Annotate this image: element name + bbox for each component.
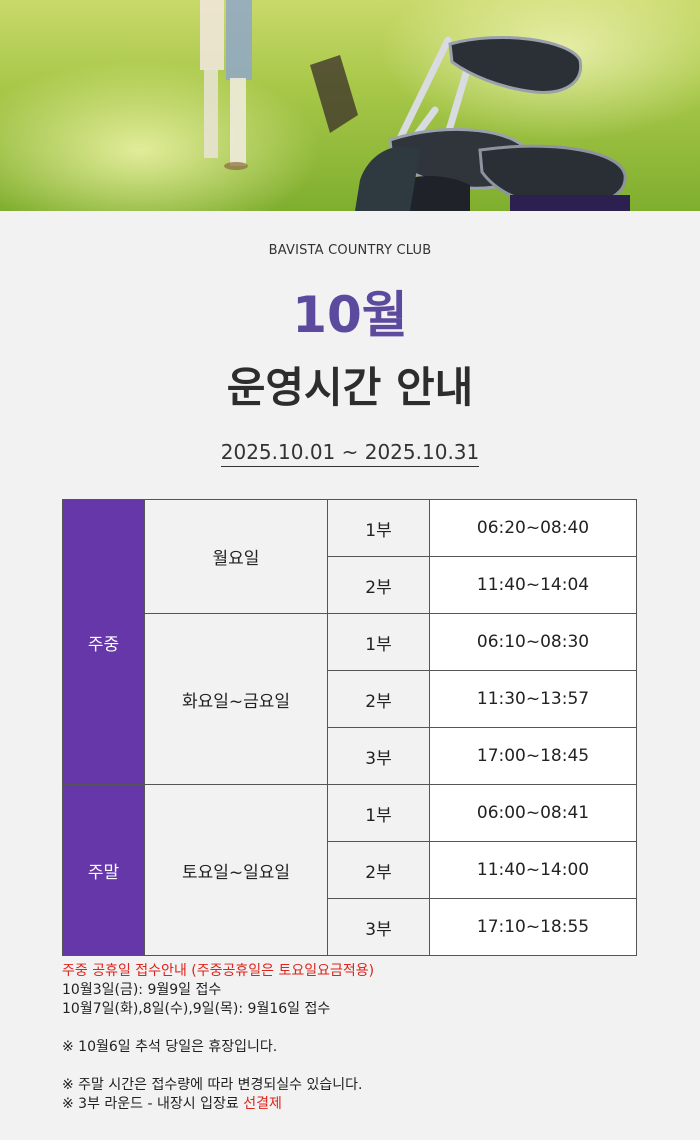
weekend-change-notice: ※ 주말 시간은 접수량에 따라 변경되실수 있습니다.: [62, 1077, 363, 1093]
days-sat-sun: 토요일~일요일: [144, 784, 328, 956]
part-cell: 3부: [327, 898, 430, 956]
days-monday: 월요일: [144, 499, 328, 614]
table-row: 2부 11:40~14:04: [63, 556, 637, 614]
golf-bag-icon: [310, 55, 358, 133]
operating-hours-table: 주중 월요일 1부 06:20~08:40 2부 11:40~14:04 화요일…: [62, 499, 637, 956]
third-round-notice: ※ 3부 라운드 - 내장시 입장료 선결제: [62, 1095, 662, 1114]
page-title: 운영시간 안내: [226, 363, 474, 412]
part-cell: 1부: [327, 784, 430, 842]
period-text: 2025.10.01 ~ 2025.10.31: [220, 440, 480, 467]
time-cell: 06:10~08:30: [429, 613, 637, 671]
notice-section: 주중 공휴일 접수안내 (주중공휴일은 토요일요금적용) 10월3일(금): 9…: [62, 962, 662, 1114]
time-cell: 06:20~08:40: [429, 499, 637, 557]
holiday-notice-line: 10월3일(금): 9월9일 접수: [62, 982, 222, 998]
part-cell: 1부: [327, 613, 430, 671]
golfer-silhouette-icon: [200, 0, 252, 170]
table-row: 2부 11:30~13:57: [63, 670, 637, 728]
category-weekend: 주말: [62, 784, 145, 956]
month-heading: 10월: [292, 286, 408, 344]
hero-golf-photo: [0, 0, 700, 211]
days-tue-fri: 화요일~금요일: [144, 613, 328, 785]
period-range: 2025.10.01 ~ 2025.10.31: [0, 440, 700, 467]
table-row: 화요일~금요일 1부 06:10~08:30: [63, 613, 637, 785]
time-cell: 17:10~18:55: [429, 898, 637, 956]
time-cell: 11:40~14:00: [429, 841, 637, 899]
table-row: 3부 17:10~18:55: [63, 898, 637, 956]
part-cell: 2부: [327, 841, 430, 899]
part-cell: 2부: [327, 556, 430, 614]
time-cell: 17:00~18:45: [429, 727, 637, 785]
holiday-notice-heading: 주중 공휴일 접수안내 (주중공휴일은 토요일요금적용): [62, 963, 375, 979]
table-row: 3부 17:00~18:45: [63, 727, 637, 785]
table-row: 주중 월요일 1부 06:20~08:40: [62, 499, 637, 785]
part-cell: 3부: [327, 727, 430, 785]
brand-name: BAVISTA COUNTRY CLUB: [268, 243, 432, 258]
holiday-notice-line: 10월7일(화),8일(수),9일(목): 9월16일 접수: [62, 1001, 331, 1017]
golf-clubs-icon: [355, 35, 630, 211]
table-row: 주말 토요일~일요일 1부 06:00~08:41: [62, 784, 637, 956]
third-round-text: ※ 3부 라운드 - 내장시 입장료: [62, 1096, 244, 1112]
part-cell: 1부: [327, 499, 430, 557]
time-cell: 11:30~13:57: [429, 670, 637, 728]
time-cell: 11:40~14:04: [429, 556, 637, 614]
time-cell: 06:00~08:41: [429, 784, 637, 842]
prepay-highlight: 선결제: [243, 1096, 282, 1112]
chuseok-closed-notice: ※ 10월6일 추석 당일은 휴장입니다.: [62, 1039, 278, 1055]
table-row: 2부 11:40~14:00: [63, 841, 637, 899]
part-cell: 2부: [327, 670, 430, 728]
category-weekday: 주중: [62, 499, 145, 785]
